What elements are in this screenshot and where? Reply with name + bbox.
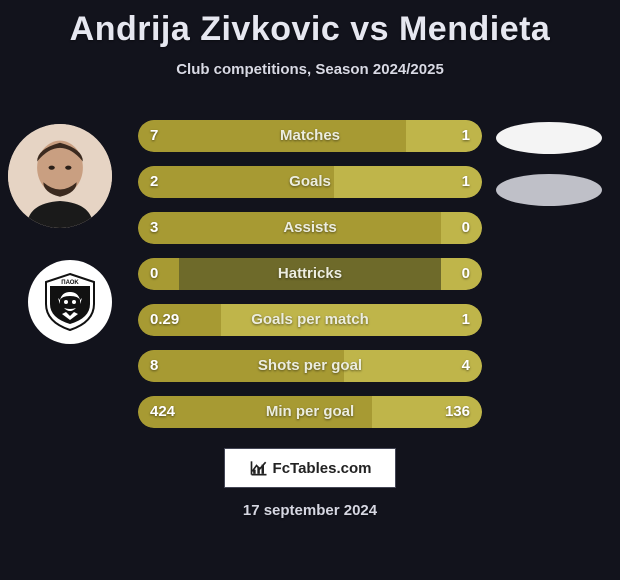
stat-fill-left — [138, 120, 406, 152]
stat-value-right: 1 — [462, 304, 470, 336]
chart-icon — [249, 458, 269, 478]
stat-row: 0.291Goals per match — [138, 304, 482, 336]
opponent-placeholder-top — [496, 122, 602, 154]
stat-row: 21Goals — [138, 166, 482, 198]
brand-badge[interactable]: FcTables.com — [224, 448, 396, 488]
stat-value-right: 0 — [462, 212, 470, 244]
brand-label: FcTables.com — [273, 460, 372, 477]
subtitle: Club competitions, Season 2024/2025 — [0, 61, 620, 78]
stat-fill-left — [138, 258, 179, 290]
stat-fill-right — [334, 166, 482, 198]
stat-fill-right — [221, 304, 482, 336]
stat-value-right: 0 — [462, 258, 470, 290]
stat-fill-left — [138, 166, 334, 198]
svg-text:ΠΑΟΚ: ΠΑΟΚ — [61, 280, 79, 286]
stat-value-right: 1 — [462, 120, 470, 152]
stat-row: 84Shots per goal — [138, 350, 482, 382]
date-label: 17 september 2024 — [0, 502, 620, 519]
stat-value-right: 4 — [462, 350, 470, 382]
stats-container: 71Matches21Goals30Assists00Hattricks0.29… — [138, 120, 482, 442]
stat-row: 30Assists — [138, 212, 482, 244]
stat-value-left: 7 — [150, 120, 158, 152]
player-avatar — [8, 124, 112, 228]
club-badge: ΠΑΟΚ — [28, 260, 112, 344]
stat-value-left: 424 — [150, 396, 175, 428]
stat-value-right: 136 — [445, 396, 470, 428]
page-title: Andrija Zivkovic vs Mendieta — [0, 0, 620, 49]
opponent-placeholder-bottom — [496, 174, 602, 206]
stat-row: 424136Min per goal — [138, 396, 482, 428]
stat-value-left: 0 — [150, 258, 158, 290]
stat-value-left: 0.29 — [150, 304, 179, 336]
stat-value-left: 2 — [150, 166, 158, 198]
stat-value-right: 1 — [462, 166, 470, 198]
stat-value-left: 8 — [150, 350, 158, 382]
stat-value-left: 3 — [150, 212, 158, 244]
stat-row: 71Matches — [138, 120, 482, 152]
stat-row: 00Hattricks — [138, 258, 482, 290]
stat-fill-left — [138, 350, 344, 382]
stat-fill-left — [138, 212, 441, 244]
stat-track — [138, 258, 482, 290]
stat-fill-right — [406, 120, 482, 152]
